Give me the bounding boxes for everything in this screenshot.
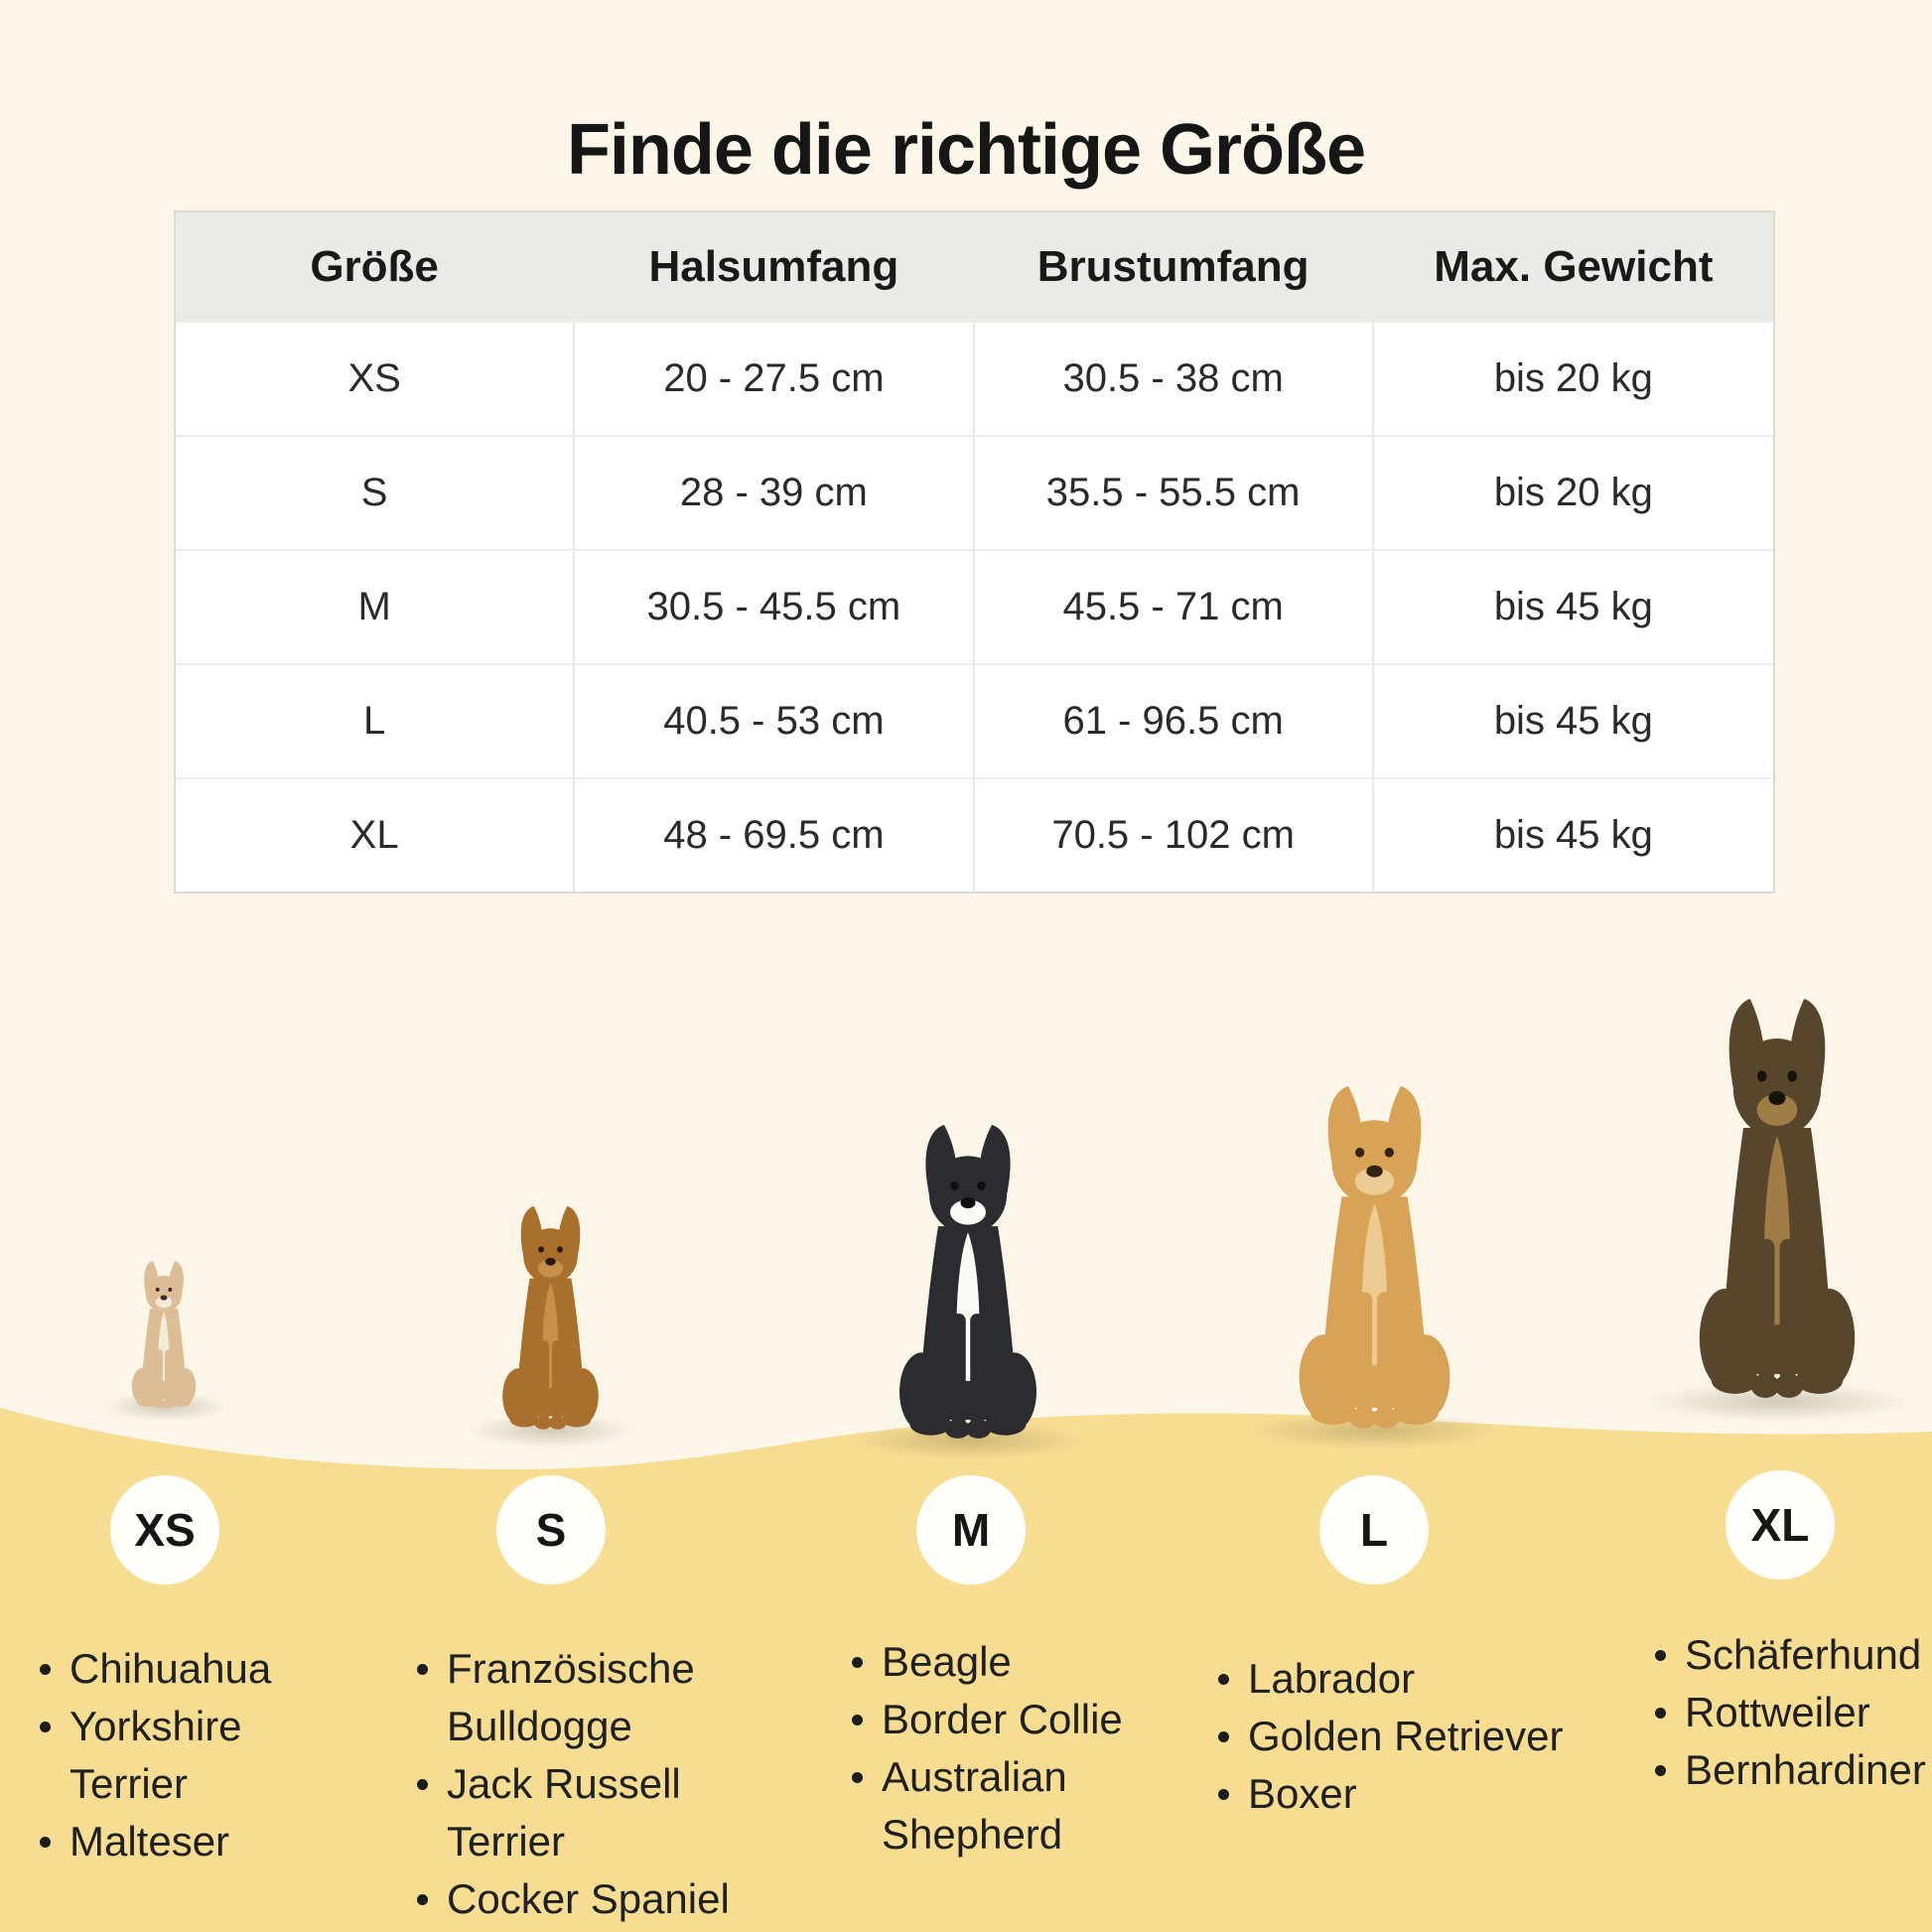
breed-list-l: Labrador Golden Retriever Boxer <box>1216 1650 1593 1823</box>
border-collie-dog-icon <box>894 1114 1042 1442</box>
list-item: Chihuahua <box>38 1640 365 1698</box>
list-item: Schäferhund <box>1653 1626 1932 1684</box>
size-badge-m: M <box>916 1475 1026 1585</box>
breed-list-xs: Chihuahua Yorkshire Terrier Malteser <box>38 1640 365 1870</box>
table-row: M 30.5 - 45.5 cm 45.5 - 71 cm bis 45 kg <box>176 549 1773 663</box>
list-item: Jack Russell Terrier <box>415 1755 743 1870</box>
list-item: Rottweiler <box>1653 1684 1932 1741</box>
list-item: Beagle <box>850 1633 1148 1691</box>
size-cell: S <box>176 437 576 549</box>
list-item: Französische Bulldogge <box>415 1640 743 1755</box>
table-row: XL 48 - 69.5 cm 70.5 - 102 cm bis 45 kg <box>176 777 1773 892</box>
golden-retriever-dog-icon <box>1293 1074 1456 1432</box>
size-table-header-row: Größe Halsumfang Brustumfang Max. Gewich… <box>176 212 1773 321</box>
list-item: Cocker Spaniel <box>415 1870 743 1928</box>
weight-cell: bis 45 kg <box>1493 813 1653 857</box>
weight-cell: bis 20 kg <box>1493 471 1653 514</box>
size-badge-xl: XL <box>1725 1470 1835 1580</box>
size-cell: L <box>176 665 576 777</box>
breed-list-xl: Schäferhund Rottweiler Bernhardiner <box>1653 1626 1932 1799</box>
table-row: L 40.5 - 53 cm 61 - 96.5 cm bis 45 kg <box>176 663 1773 777</box>
german-shepherd-dog-icon <box>1693 985 1862 1402</box>
list-item: Boxer <box>1216 1765 1593 1823</box>
list-item: Border Collie <box>850 1691 1148 1748</box>
size-table: Größe Halsumfang Brustumfang Max. Gewich… <box>174 210 1775 894</box>
neck-cell: 48 - 69.5 cm <box>575 779 975 892</box>
chest-cell: 61 - 96.5 cm <box>975 665 1374 777</box>
column-header-chest: Brustumfang <box>975 212 1374 321</box>
list-item: Australian Shepherd <box>850 1748 1148 1863</box>
size-badge-xs: XS <box>110 1475 219 1585</box>
size-cell: XS <box>176 323 576 435</box>
neck-cell: 40.5 - 53 cm <box>575 665 975 777</box>
list-item: Malteser <box>38 1813 365 1870</box>
weight-cell: bis 45 kg <box>1493 585 1653 628</box>
chest-cell: 70.5 - 102 cm <box>975 779 1374 892</box>
weight-cell: bis 20 kg <box>1493 356 1653 400</box>
column-header-weight: Max. Gewicht <box>1434 241 1714 291</box>
chihuahua-dog-icon <box>129 1256 199 1410</box>
cocker-spaniel-dog-icon <box>498 1198 603 1432</box>
breed-list-s: Französische Bulldogge Jack Russell Terr… <box>415 1640 743 1928</box>
list-item: Golden Retriever <box>1216 1708 1593 1765</box>
breed-list-m: Beagle Border Collie Australian Shepherd <box>850 1633 1148 1863</box>
list-item: Labrador <box>1216 1650 1593 1708</box>
size-badge-l: L <box>1319 1475 1429 1585</box>
table-row: S 28 - 39 cm 35.5 - 55.5 cm bis 20 kg <box>176 435 1773 549</box>
page-title: Finde die richtige Größe <box>566 110 1366 191</box>
neck-cell: 20 - 27.5 cm <box>575 323 975 435</box>
chest-cell: 35.5 - 55.5 cm <box>975 437 1374 549</box>
weight-cell: bis 45 kg <box>1493 699 1653 743</box>
list-item: Yorkshire Terrier <box>38 1698 365 1813</box>
column-header-size: Größe <box>176 212 576 321</box>
neck-cell: 30.5 - 45.5 cm <box>575 551 975 663</box>
column-header-neck: Halsumfang <box>575 212 975 321</box>
list-item: Bernhardiner <box>1653 1741 1932 1799</box>
size-cell: M <box>176 551 576 663</box>
neck-cell: 28 - 39 cm <box>575 437 975 549</box>
size-badge-s: S <box>496 1475 606 1585</box>
chest-cell: 45.5 - 71 cm <box>975 551 1374 663</box>
table-row: XS 20 - 27.5 cm 30.5 - 38 cm bis 20 kg <box>176 321 1773 435</box>
chest-cell: 30.5 - 38 cm <box>975 323 1374 435</box>
size-cell: XL <box>176 779 576 892</box>
